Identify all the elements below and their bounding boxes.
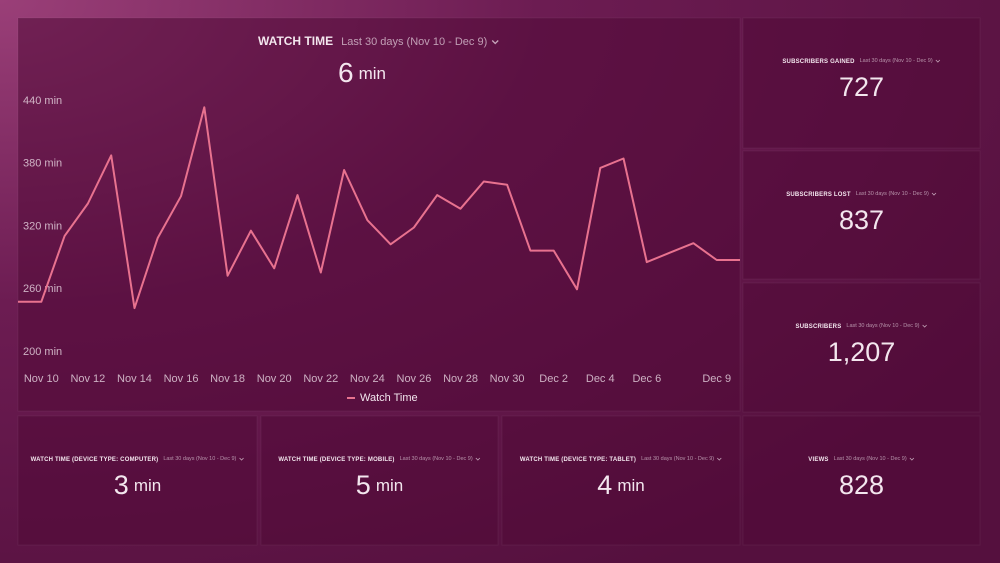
x-tick-label: Nov 30 xyxy=(490,373,525,385)
x-tick-label: Dec 6 xyxy=(632,373,661,385)
x-tick-label: Dec 4 xyxy=(586,373,615,385)
widget-value: 837 xyxy=(839,205,884,235)
y-tick-label: 380 min xyxy=(23,158,62,170)
widget-panel xyxy=(742,150,981,280)
widget-header: WATCH TIME (DEVICE TYPE: MOBILE) Last 30 … xyxy=(278,456,473,462)
value-unit: min xyxy=(617,476,644,495)
widget-title: WATCH TIME (DEVICE TYPE: MOBILE) xyxy=(278,457,394,463)
y-tick-label: 440 min xyxy=(23,95,62,107)
value-number: 828 xyxy=(839,470,884,500)
value-number: 5 xyxy=(356,470,371,500)
widget-panel xyxy=(742,17,981,149)
line-series xyxy=(18,106,740,310)
widget-title: WATCH TIME (DEVICE TYPE: COMPUTER) xyxy=(31,457,159,463)
widget-panel xyxy=(501,415,741,546)
value-number: 1,207 xyxy=(828,337,896,367)
x-tick-label: Dec 2 xyxy=(539,373,568,385)
dropdown-chevron xyxy=(909,457,915,461)
widget-value: 727 xyxy=(839,72,884,102)
widget: SUBSCRIBERS Last 30 days (Nov 10 - Dec 9)… xyxy=(742,282,981,413)
widget: VIEWS Last 30 days (Nov 10 - Dec 9) 828 xyxy=(742,415,981,546)
widget: WATCH TIME (DEVICE TYPE: TABLET) Last 30 … xyxy=(501,415,741,546)
widget-header: WATCH TIME (DEVICE TYPE: TABLET) Last 30 … xyxy=(520,456,714,462)
summary-unit: min xyxy=(359,64,386,83)
x-tick-label: Nov 28 xyxy=(443,373,478,385)
dropdown-chevron xyxy=(717,457,722,461)
widget-value: 828 xyxy=(839,470,884,500)
widget-header: SUBSCRIBERS GAINED Last 30 days (Nov 10 -… xyxy=(782,58,933,64)
widget-value: 5 min xyxy=(356,470,403,500)
dropdown-chevron xyxy=(239,457,244,461)
widget-title: VIEWS xyxy=(808,457,828,463)
widget-header: WATCH TIME (DEVICE TYPE: COMPUTER) Last 3… xyxy=(31,456,237,462)
widget: WATCH TIME (DEVICE TYPE: COMPUTER) Last 3… xyxy=(17,415,258,546)
widget-value: 4 min xyxy=(597,470,644,500)
dropdown-chevron xyxy=(935,59,941,63)
widget-period: Last 30 days (Nov 10 - Dec 9) xyxy=(400,456,473,462)
chart-panel xyxy=(17,17,741,412)
x-tick-label: Nov 18 xyxy=(210,373,245,385)
x-tick-label: Nov 26 xyxy=(397,373,432,385)
widget: SUBSCRIBERS LOST Last 30 days (Nov 10 - D… xyxy=(742,150,981,280)
widget-period: Last 30 days (Nov 10 - Dec 9) xyxy=(846,323,919,329)
value-number: 4 xyxy=(597,470,612,500)
chart-title: WATCH TIME xyxy=(258,34,333,48)
x-tick-label: Nov 22 xyxy=(303,373,338,385)
legend-label: Watch Time xyxy=(360,392,418,404)
widget: SUBSCRIBERS GAINED Last 30 days (Nov 10 -… xyxy=(742,17,981,149)
widget-period: Last 30 days (Nov 10 - Dec 9) xyxy=(856,191,929,197)
value-number: 727 xyxy=(839,72,884,102)
summary-value: 6 xyxy=(338,57,354,88)
y-tick-label: 200 min xyxy=(23,346,62,358)
dropdown-chevron xyxy=(491,40,499,45)
dropdown-chevron xyxy=(922,324,927,328)
widget-panel xyxy=(742,282,981,413)
chart-subtitle[interactable]: Last 30 days (Nov 10 - Dec 9) xyxy=(341,36,487,48)
widgets: SUBSCRIBERS GAINED Last 30 days (Nov 10 -… xyxy=(17,17,981,546)
widget-header: SUBSCRIBERS LOST Last 30 days (Nov 10 - D… xyxy=(786,191,929,197)
value-number: 837 xyxy=(839,205,884,235)
widget-panel xyxy=(260,415,499,546)
y-tick-label: 320 min xyxy=(23,220,62,232)
widget-period: Last 30 days (Nov 10 - Dec 9) xyxy=(641,456,714,462)
x-tick-label: Nov 10 xyxy=(24,373,59,385)
dropdown-chevron xyxy=(931,192,937,196)
value-unit: min xyxy=(376,476,403,495)
widget: WATCH TIME (DEVICE TYPE: MOBILE) Last 30 … xyxy=(260,415,499,546)
widget-header: SUBSCRIBERS Last 30 days (Nov 10 - Dec 9) xyxy=(796,323,920,329)
widget-panel xyxy=(17,415,258,546)
widget-title: WATCH TIME (DEVICE TYPE: TABLET) xyxy=(520,457,636,463)
widget-panel xyxy=(742,415,981,546)
widget-period: Last 30 days (Nov 10 - Dec 9) xyxy=(163,456,236,462)
widget-header: VIEWS Last 30 days (Nov 10 - Dec 9) xyxy=(808,456,907,462)
widget-value: 1,207 xyxy=(828,337,896,367)
widget-period: Last 30 days (Nov 10 - Dec 9) xyxy=(860,58,933,64)
dropdown-chevron xyxy=(475,457,481,461)
value-unit: min xyxy=(134,476,161,495)
x-tick-label: Nov 14 xyxy=(117,373,152,385)
x-tick-label: Nov 16 xyxy=(164,373,199,385)
widget-title: SUBSCRIBERS xyxy=(796,324,842,330)
chart-header: WATCH TIME Last 30 days (Nov 10 - Dec 9) xyxy=(258,34,487,48)
widget-period: Last 30 days (Nov 10 - Dec 9) xyxy=(834,456,907,462)
widget-title: SUBSCRIBERS LOST xyxy=(786,192,851,198)
widget-value: 3 min xyxy=(114,470,161,500)
chart-summary: 6 min xyxy=(338,57,386,88)
value-number: 3 xyxy=(114,470,129,500)
widget-title: SUBSCRIBERS GAINED xyxy=(782,59,855,65)
x-tick-label: Nov 20 xyxy=(257,373,292,385)
x-tick-label: Nov 12 xyxy=(70,373,105,385)
y-tick-label: 260 min xyxy=(23,283,62,295)
x-tick-label: Dec 9 xyxy=(702,373,731,385)
x-tick-label: Nov 24 xyxy=(350,373,385,385)
